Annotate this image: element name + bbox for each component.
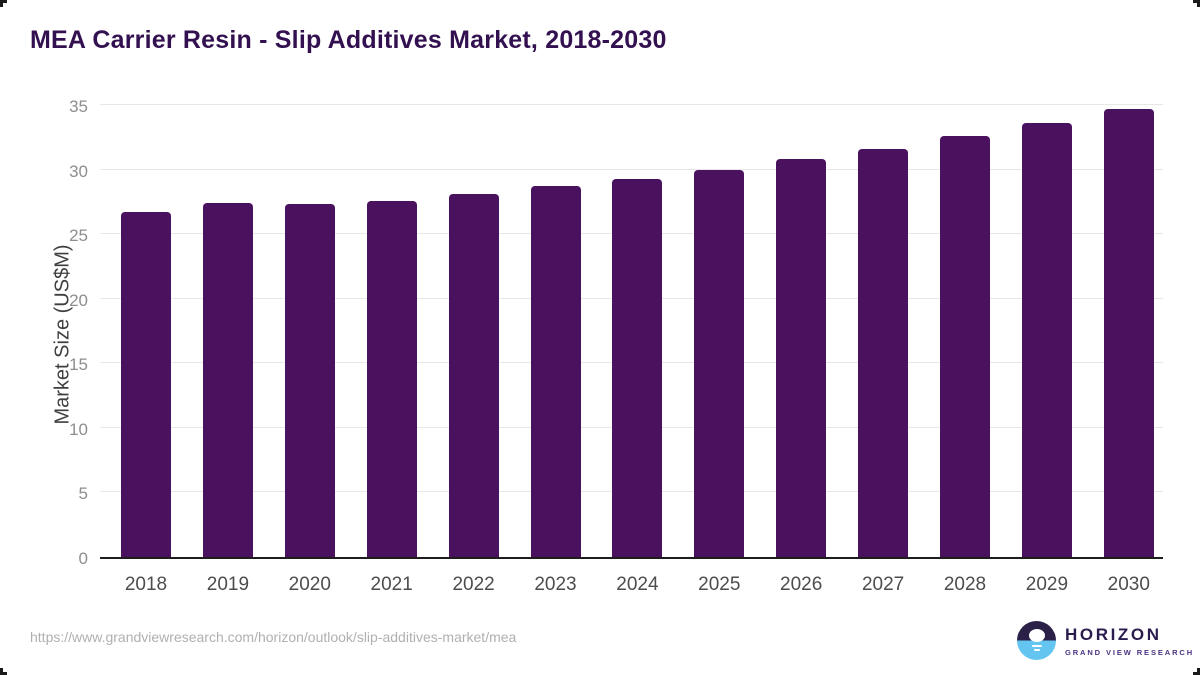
y-tick-label-10: 10 bbox=[69, 419, 88, 439]
horizon-logo: HORIZON GRAND VIEW RESEARCH bbox=[1017, 621, 1194, 660]
bar-2021 bbox=[366, 200, 417, 557]
bar-2029 bbox=[1021, 123, 1072, 557]
bar-2026 bbox=[776, 159, 827, 557]
bar-2030 bbox=[1103, 108, 1154, 557]
crop-mark-top-left-icon bbox=[0, 0, 7, 7]
bar-2018 bbox=[121, 212, 171, 557]
y-tick-label-20: 20 bbox=[69, 290, 88, 310]
x-tick-label-2020: 2020 bbox=[288, 574, 331, 595]
bar-2022 bbox=[448, 194, 499, 557]
crop-mark-bottom-right-icon bbox=[1193, 668, 1200, 675]
bar-2019 bbox=[202, 203, 253, 557]
logo-name: HORIZON bbox=[1065, 624, 1162, 644]
x-tick-label-2018: 2018 bbox=[124, 574, 168, 595]
x-tick-label-2024: 2024 bbox=[616, 574, 659, 595]
gridline-35 bbox=[100, 104, 1163, 105]
bar-2024 bbox=[612, 178, 663, 557]
x-tick-label-2025: 2025 bbox=[698, 574, 741, 595]
x-tick-label-2028: 2028 bbox=[943, 574, 987, 595]
x-tick-label-2026: 2026 bbox=[780, 574, 823, 595]
y-tick-label-35: 35 bbox=[69, 97, 88, 116]
y-tick-label-5: 5 bbox=[78, 484, 88, 504]
plot-area bbox=[100, 104, 1163, 559]
x-tick-label-2030: 2030 bbox=[1107, 574, 1150, 595]
x-tick-label-2019: 2019 bbox=[206, 574, 250, 595]
bar-2023 bbox=[530, 186, 581, 557]
chart-title: MEA Carrier Resin - Slip Additives Marke… bbox=[30, 26, 667, 54]
x-tick-label-2027: 2027 bbox=[861, 574, 905, 595]
x-tick-label-2021: 2021 bbox=[370, 574, 413, 595]
source-url: https://www.grandviewresearch.com/horizo… bbox=[30, 629, 517, 645]
y-tick-label-25: 25 bbox=[69, 226, 88, 246]
bar-2025 bbox=[694, 169, 745, 557]
y-tick-label-30: 30 bbox=[69, 161, 88, 181]
x-tick-label-2023: 2023 bbox=[534, 574, 577, 595]
bar-2028 bbox=[940, 136, 990, 557]
bar-2020 bbox=[284, 204, 335, 557]
x-tick-label-2029: 2029 bbox=[1025, 574, 1069, 595]
crop-mark-top-right-icon bbox=[1193, 0, 1200, 7]
bar-2027 bbox=[858, 148, 909, 557]
x-tick-label-2022: 2022 bbox=[452, 574, 495, 595]
y-tick-label-0: 0 bbox=[78, 549, 88, 568]
horizon-sun-icon bbox=[1017, 621, 1056, 660]
logo-tagline: GRAND VIEW RESEARCH bbox=[1065, 647, 1195, 657]
crop-mark-bottom-left-icon bbox=[0, 668, 7, 675]
y-tick-label-15: 15 bbox=[69, 355, 88, 375]
gridline-30 bbox=[100, 168, 1163, 170]
